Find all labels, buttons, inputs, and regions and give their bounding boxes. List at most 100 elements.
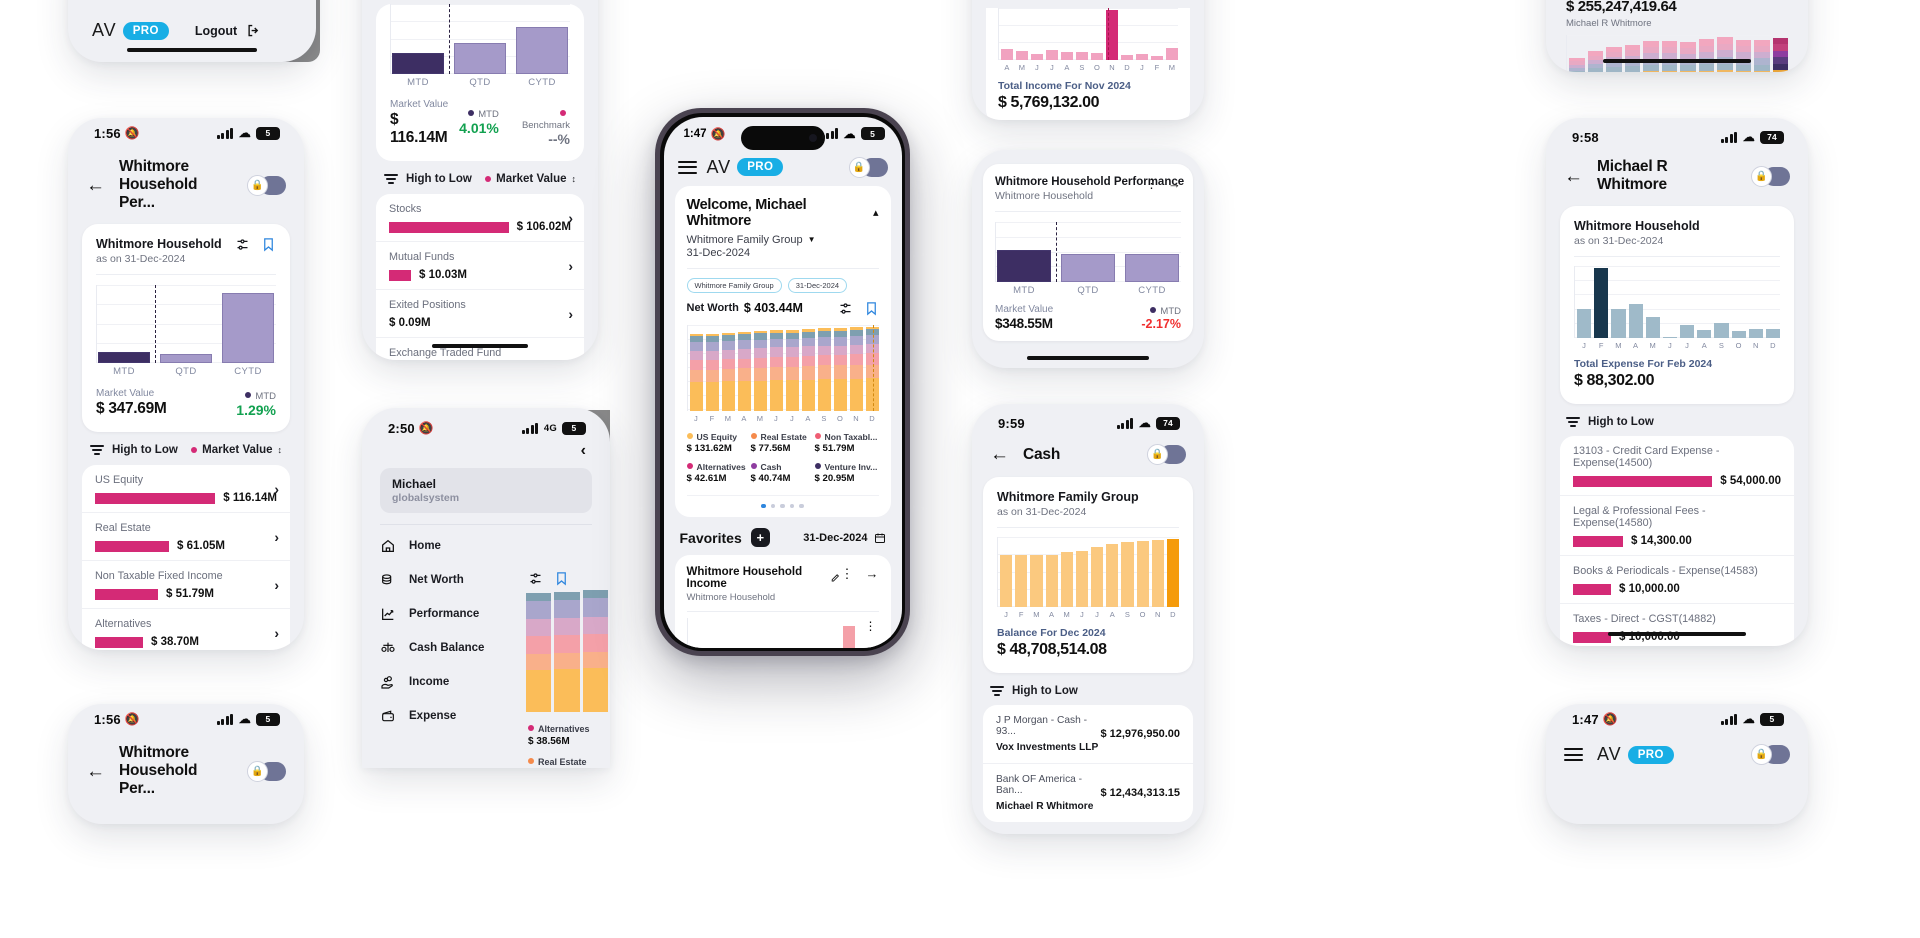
- bookmark-icon[interactable]: [864, 301, 879, 316]
- hamburger-menu-icon[interactable]: [1564, 748, 1583, 761]
- app-header: ← Michael R Whitmore 🔒: [1546, 148, 1808, 206]
- menu-item-home[interactable]: Home: [380, 529, 592, 563]
- hamburger-menu-icon[interactable]: [677, 160, 697, 174]
- carousel-dots[interactable]: [686, 494, 879, 508]
- chip-group[interactable]: Whitmore Family Group: [686, 277, 782, 293]
- list-item[interactable]: US Equity $ 116.14M ›: [82, 465, 290, 513]
- user-org: globalsystem: [392, 492, 460, 504]
- axis-tick: J: [774, 413, 778, 423]
- arrow-right-icon[interactable]: →: [865, 566, 879, 581]
- axis-tick: J: [1035, 63, 1039, 72]
- filter-sliders-icon[interactable]: [838, 301, 853, 316]
- list-item[interactable]: Real Estate $ 61.05M ›: [82, 513, 290, 561]
- list-item[interactable]: Alternatives $ 38.70M ›: [82, 609, 290, 650]
- lock-toggle[interactable]: 🔒: [247, 174, 286, 196]
- favorites-date[interactable]: 31-Dec-2024: [803, 532, 885, 544]
- axis-tick: M: [724, 413, 732, 423]
- edit-pencil-icon[interactable]: [830, 572, 840, 584]
- back-button[interactable]: ←: [86, 174, 105, 196]
- signal-icon: [821, 128, 839, 139]
- bar: [865, 326, 879, 411]
- chevron-right-icon[interactable]: ›: [568, 305, 573, 322]
- row-value: $ 10.03M: [419, 269, 467, 281]
- list-item[interactable]: 13103 - Credit Card Expense - Expense(14…: [1560, 436, 1794, 496]
- menu-item-cash-balance[interactable]: Cash Balance: [380, 631, 592, 665]
- list-item[interactable]: Legal & Professional Fees - Expense(1458…: [1560, 496, 1794, 556]
- performance-panel: Whitmore Household as on 31-Dec-2024: [82, 224, 290, 432]
- sort-row[interactable]: High to Low: [1546, 404, 1808, 436]
- arrow-right-icon[interactable]: →: [1168, 176, 1181, 191]
- chevron-right-icon[interactable]: ›: [274, 624, 279, 641]
- bookmark-icon[interactable]: [261, 237, 276, 252]
- chevron-right-icon[interactable]: ›: [274, 576, 279, 593]
- row-bar: [1573, 631, 1611, 643]
- behind-legend-label2: Real Estate: [528, 757, 608, 767]
- sort-metric-select[interactable]: Market Value ↕: [485, 173, 576, 185]
- logout-button[interactable]: Logout: [195, 23, 261, 38]
- axis-tick: M: [756, 413, 764, 423]
- chevron-right-icon[interactable]: ›: [568, 354, 573, 361]
- bar: [1136, 53, 1148, 60]
- sort-metric-select[interactable]: Market Value ↕: [191, 444, 282, 456]
- menu-item-net-worth[interactable]: Net Worth: [380, 563, 592, 597]
- sort-row[interactable]: High to Low Market Value ↕: [68, 432, 304, 465]
- lock-toggle[interactable]: 🔒: [1751, 165, 1790, 187]
- chevron-right-icon[interactable]: ›: [568, 257, 573, 274]
- chevron-up-icon[interactable]: ▴: [872, 207, 879, 219]
- menu-item-income[interactable]: Income: [380, 665, 592, 699]
- bell-off-icon: 🔕: [124, 126, 140, 140]
- collapse-drawer-button[interactable]: ‹: [580, 442, 586, 459]
- user-name: Michael: [392, 477, 437, 491]
- bar: [737, 331, 751, 411]
- more-vertical-icon[interactable]: ⋮: [840, 565, 854, 581]
- menu-item-expense[interactable]: Expense: [380, 699, 592, 733]
- list-item[interactable]: Exited Positions $ 0.09M ›: [376, 290, 584, 338]
- lock-toggle[interactable]: 🔒: [1751, 744, 1790, 765]
- sort-row[interactable]: High to Low Market Value ↕: [362, 161, 598, 194]
- lock-toggle[interactable]: 🔒: [1147, 444, 1186, 465]
- more-vertical-icon[interactable]: ⋮: [864, 619, 877, 633]
- bar: [1106, 10, 1118, 60]
- back-button[interactable]: ←: [990, 444, 1009, 465]
- sort-metric-label: Market Value: [496, 173, 567, 185]
- lock-toggle[interactable]: 🔒: [848, 156, 888, 178]
- page-title: Cash: [1023, 445, 1061, 463]
- back-button[interactable]: ←: [1564, 165, 1583, 187]
- lock-icon: 🔒: [848, 156, 870, 178]
- chevron-right-icon[interactable]: ›: [274, 480, 279, 497]
- axis-tick: D: [1124, 63, 1130, 72]
- chevron-right-icon[interactable]: ›: [274, 528, 279, 545]
- bar: [1106, 543, 1119, 607]
- chevron-right-icon[interactable]: ›: [568, 209, 573, 226]
- list-item[interactable]: Books & Periodicals - Expense(14583) $ 1…: [1560, 556, 1794, 604]
- chevron-updown-icon: ↕: [277, 445, 283, 455]
- status-bar: 2:50 🔕 4G 5: [362, 408, 610, 438]
- list-item[interactable]: Mutual Funds $ 10.03M ›: [376, 242, 584, 290]
- list-item[interactable]: Bank OF America - Ban... Michael R Whitm…: [983, 764, 1193, 822]
- axis-tick: A: [1633, 341, 1639, 350]
- more-vertical-icon[interactable]: ⋮: [1145, 175, 1158, 191]
- bar: [1075, 550, 1089, 607]
- user-box[interactable]: Michael globalsystem: [380, 468, 592, 513]
- back-button[interactable]: ←: [86, 760, 105, 782]
- menu-item-performance[interactable]: Performance: [380, 597, 592, 631]
- logout-label: Logout: [194, 23, 238, 38]
- battery-icon: 5: [256, 126, 280, 140]
- list-item[interactable]: Non Taxable Fixed Income $ 51.79M ›: [82, 561, 290, 609]
- chevron-down-icon[interactable]: ▼: [807, 235, 816, 244]
- favorite-item-card[interactable]: Whitmore Household Income Whitmore House…: [674, 555, 891, 648]
- list-item[interactable]: Exchange Traded Fund $ 0.00M ›: [376, 338, 584, 360]
- sort-row[interactable]: High to Low: [972, 673, 1204, 705]
- income-value: $ 5,769,132.00: [998, 94, 1100, 111]
- chip-date[interactable]: 31-Dec-2024: [787, 277, 848, 293]
- list-item[interactable]: Taxes - Direct - CGST(14882) $ 10,000.00: [1560, 604, 1794, 646]
- bar: [1661, 40, 1677, 72]
- bar: [1587, 51, 1603, 72]
- list-item[interactable]: Stocks $ 106.02M ›: [376, 194, 584, 242]
- menu-label: Cash Balance: [409, 642, 485, 654]
- filter-sliders-icon[interactable]: [235, 237, 250, 252]
- add-favorite-button[interactable]: +: [750, 528, 770, 547]
- lock-toggle[interactable]: 🔒: [247, 760, 286, 782]
- list-item[interactable]: J P Morgan - Cash - 93... Vox Investment…: [983, 705, 1193, 764]
- bar: [1151, 539, 1164, 607]
